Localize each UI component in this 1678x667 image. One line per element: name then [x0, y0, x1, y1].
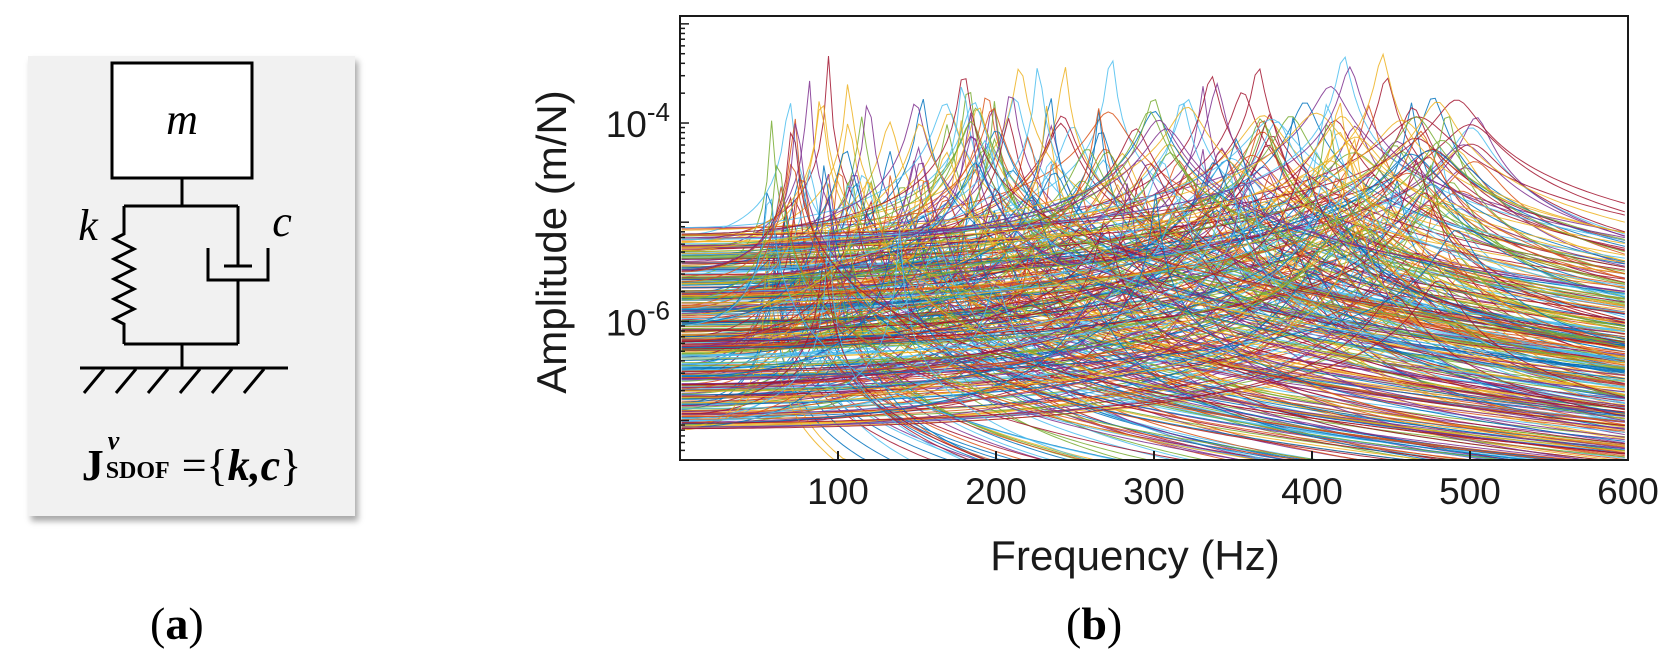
frf-series-line — [681, 111, 1625, 300]
x-tick-label: 500 — [1439, 471, 1501, 512]
frf-series-line — [681, 119, 1625, 292]
frf-series-line — [681, 164, 1625, 364]
sdof-diagram: m k c — [78, 61, 292, 394]
frf-curves — [681, 52, 1625, 461]
formula-superscript: v — [107, 426, 120, 455]
frf-series-line — [681, 294, 1625, 444]
frf-series-line — [681, 101, 1625, 248]
frf-series-line — [681, 184, 1625, 363]
y-axis: 10-6 10-4 — [606, 23, 689, 461]
frf-series-line — [681, 139, 1625, 279]
frf-series-line — [681, 151, 1625, 390]
frf-series-line — [681, 251, 1625, 410]
frf-series-line — [681, 261, 1625, 430]
formula-subscript: SDOF — [105, 458, 170, 484]
frf-series-line — [681, 226, 1625, 398]
mass-block — [110, 61, 254, 180]
formula-symbol: J — [81, 441, 104, 490]
frf-series-line — [681, 110, 1625, 294]
frf-series-line — [681, 297, 1625, 454]
formula-var-k: k — [227, 441, 250, 490]
frf-series-line — [681, 218, 1625, 390]
formula-equals: = — [181, 441, 207, 490]
frf-series-line — [681, 224, 1625, 351]
frf-series-line — [681, 67, 1625, 271]
frf-series-line — [681, 104, 1625, 406]
x-axis-label: Frequency (Hz) — [990, 532, 1279, 579]
formula-close-brace: } — [280, 441, 302, 490]
frf-series-line — [681, 86, 1625, 359]
mass-label: m — [166, 95, 198, 144]
y-tick-label: 10-4 — [606, 97, 670, 145]
frf-series-line — [681, 163, 1625, 461]
frf-series-line — [681, 197, 1625, 397]
frf-series-line — [681, 220, 1625, 445]
y-axis-label: Amplitude (m/N) — [528, 90, 575, 393]
frf-series-line — [681, 201, 1625, 353]
frf-series-line — [681, 102, 1625, 306]
frf-series-line — [681, 254, 1625, 373]
frf-series-line — [681, 118, 1625, 299]
caption-b: (b) — [1066, 598, 1123, 649]
x-tick-label: 600 — [1597, 471, 1659, 512]
damper-label: c — [272, 197, 292, 246]
frf-series-line — [681, 228, 1625, 459]
frf-series-line — [681, 229, 1625, 349]
y-tick-label: 10-6 — [606, 295, 670, 343]
frf-series-line — [681, 150, 1625, 417]
frf-series-line — [681, 230, 1625, 377]
frf-series-line — [681, 193, 1625, 442]
caption-a: (a) — [150, 598, 204, 649]
frf-series-line — [681, 204, 1625, 347]
x-tick-label: 400 — [1281, 471, 1343, 512]
frf-series-line — [681, 131, 1625, 454]
x-tick-label: 200 — [965, 471, 1027, 512]
x-tick-label: 300 — [1123, 471, 1185, 512]
frf-series-line — [681, 123, 1625, 450]
frf-series-line — [681, 232, 1625, 370]
x-tick-label: 100 — [807, 471, 869, 512]
frf-series-line — [681, 108, 1625, 353]
frf-series-line — [681, 238, 1625, 411]
frf-series-line — [681, 280, 1625, 424]
frf-series-line — [681, 123, 1625, 364]
frf-series-line — [681, 163, 1625, 343]
caption-b-letter: b — [1081, 598, 1107, 649]
frf-series-line — [681, 173, 1625, 388]
frf-series-line — [681, 175, 1625, 461]
frf-series-line — [681, 130, 1625, 295]
frf-series-line — [681, 128, 1625, 315]
spring — [110, 206, 138, 344]
frf-series-line — [681, 173, 1625, 357]
formula-var-c: c — [260, 441, 281, 490]
frf-series-line — [681, 160, 1625, 361]
frf-series-line — [681, 295, 1625, 430]
frf-series-line — [681, 139, 1625, 367]
formula-comma: , — [249, 441, 261, 490]
frf-series-line — [681, 198, 1625, 397]
frf-series-line — [681, 204, 1625, 339]
spring-label: k — [78, 201, 99, 250]
x-axis: 100 200 300 400 500 600 — [807, 451, 1659, 512]
damper — [206, 206, 270, 344]
formula-open-brace: { — [206, 441, 228, 490]
caption-a-letter: a — [165, 598, 189, 649]
frf-series-line — [681, 229, 1625, 455]
frf-series-line — [681, 242, 1625, 461]
frf-series-line — [681, 120, 1625, 343]
ground — [80, 366, 288, 394]
frf-series-line — [681, 244, 1625, 447]
frf-chart: 100 200 300 400 500 600 10-6 10-4 Frequency (H… — [528, 15, 1659, 579]
